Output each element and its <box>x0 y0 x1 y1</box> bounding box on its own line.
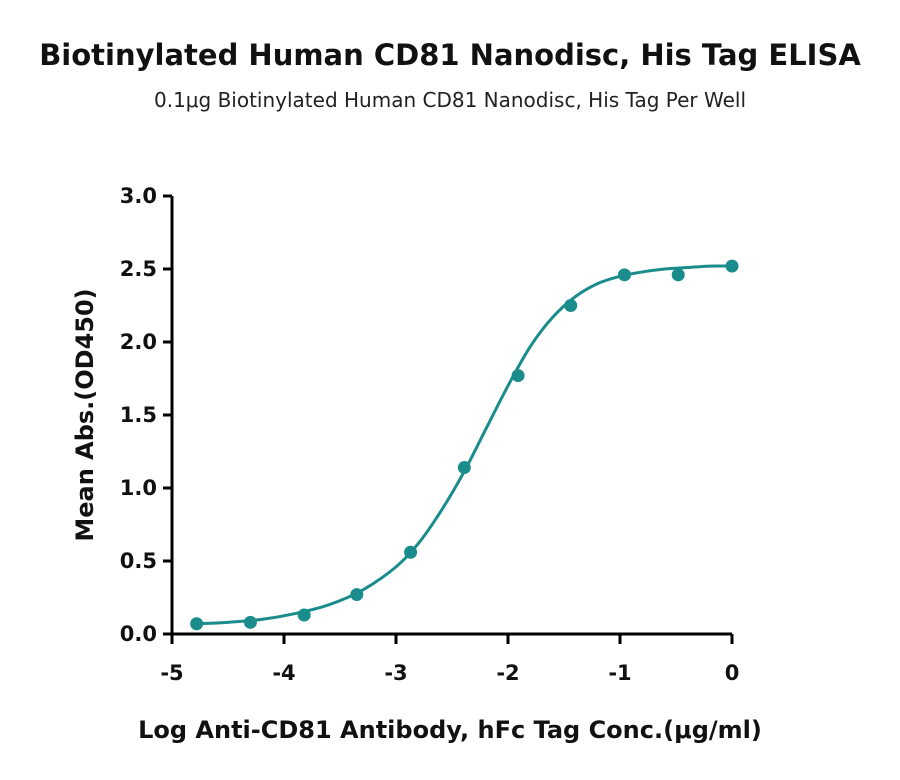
x-tick-label: -5 <box>160 661 183 685</box>
data-point <box>457 461 471 475</box>
y-tick-label: 3.0 <box>120 184 157 208</box>
data-point <box>243 615 257 629</box>
x-tick-label: 0 <box>725 661 740 685</box>
fit-curve <box>196 264 733 626</box>
y-tick-label: 2.5 <box>120 257 157 281</box>
x-tick-label: -2 <box>496 661 519 685</box>
x-tick-label: -4 <box>272 661 295 685</box>
data-point <box>671 268 685 282</box>
data-point <box>617 268 631 282</box>
data-point <box>190 617 204 631</box>
x-tick-label: -3 <box>384 661 407 685</box>
x-axis-title: Log Anti-CD81 Antibody, hFc Tag Conc.(μg… <box>138 716 762 744</box>
data-point <box>404 545 418 559</box>
axes <box>170 196 732 636</box>
chart-title: Biotinylated Human CD81 Nanodisc, His Ta… <box>39 38 861 72</box>
y-axis-title: Mean Abs.(OD450) <box>71 288 99 541</box>
y-tick-label: 1.5 <box>120 403 157 427</box>
data-point <box>564 299 578 312</box>
y-tick-label: 2.0 <box>120 330 157 354</box>
x-tick-label: -1 <box>608 661 631 685</box>
y-tick-label: 1.0 <box>120 476 157 500</box>
chart-subtitle: 0.1μg Biotinylated Human CD81 Nanodisc, … <box>153 88 747 112</box>
data-point <box>350 588 364 602</box>
data-point <box>725 259 739 273</box>
data-point <box>511 369 525 383</box>
y-tick-label: 0.0 <box>120 622 157 646</box>
data-point <box>297 608 311 622</box>
ticks: 0.0 0.5 1.0 1.5 2.0 2.5 3.0 -5 -4 -3 -2 -1 0 <box>120 184 740 685</box>
data-points <box>190 259 739 631</box>
y-tick-label: 0.5 <box>120 549 157 573</box>
